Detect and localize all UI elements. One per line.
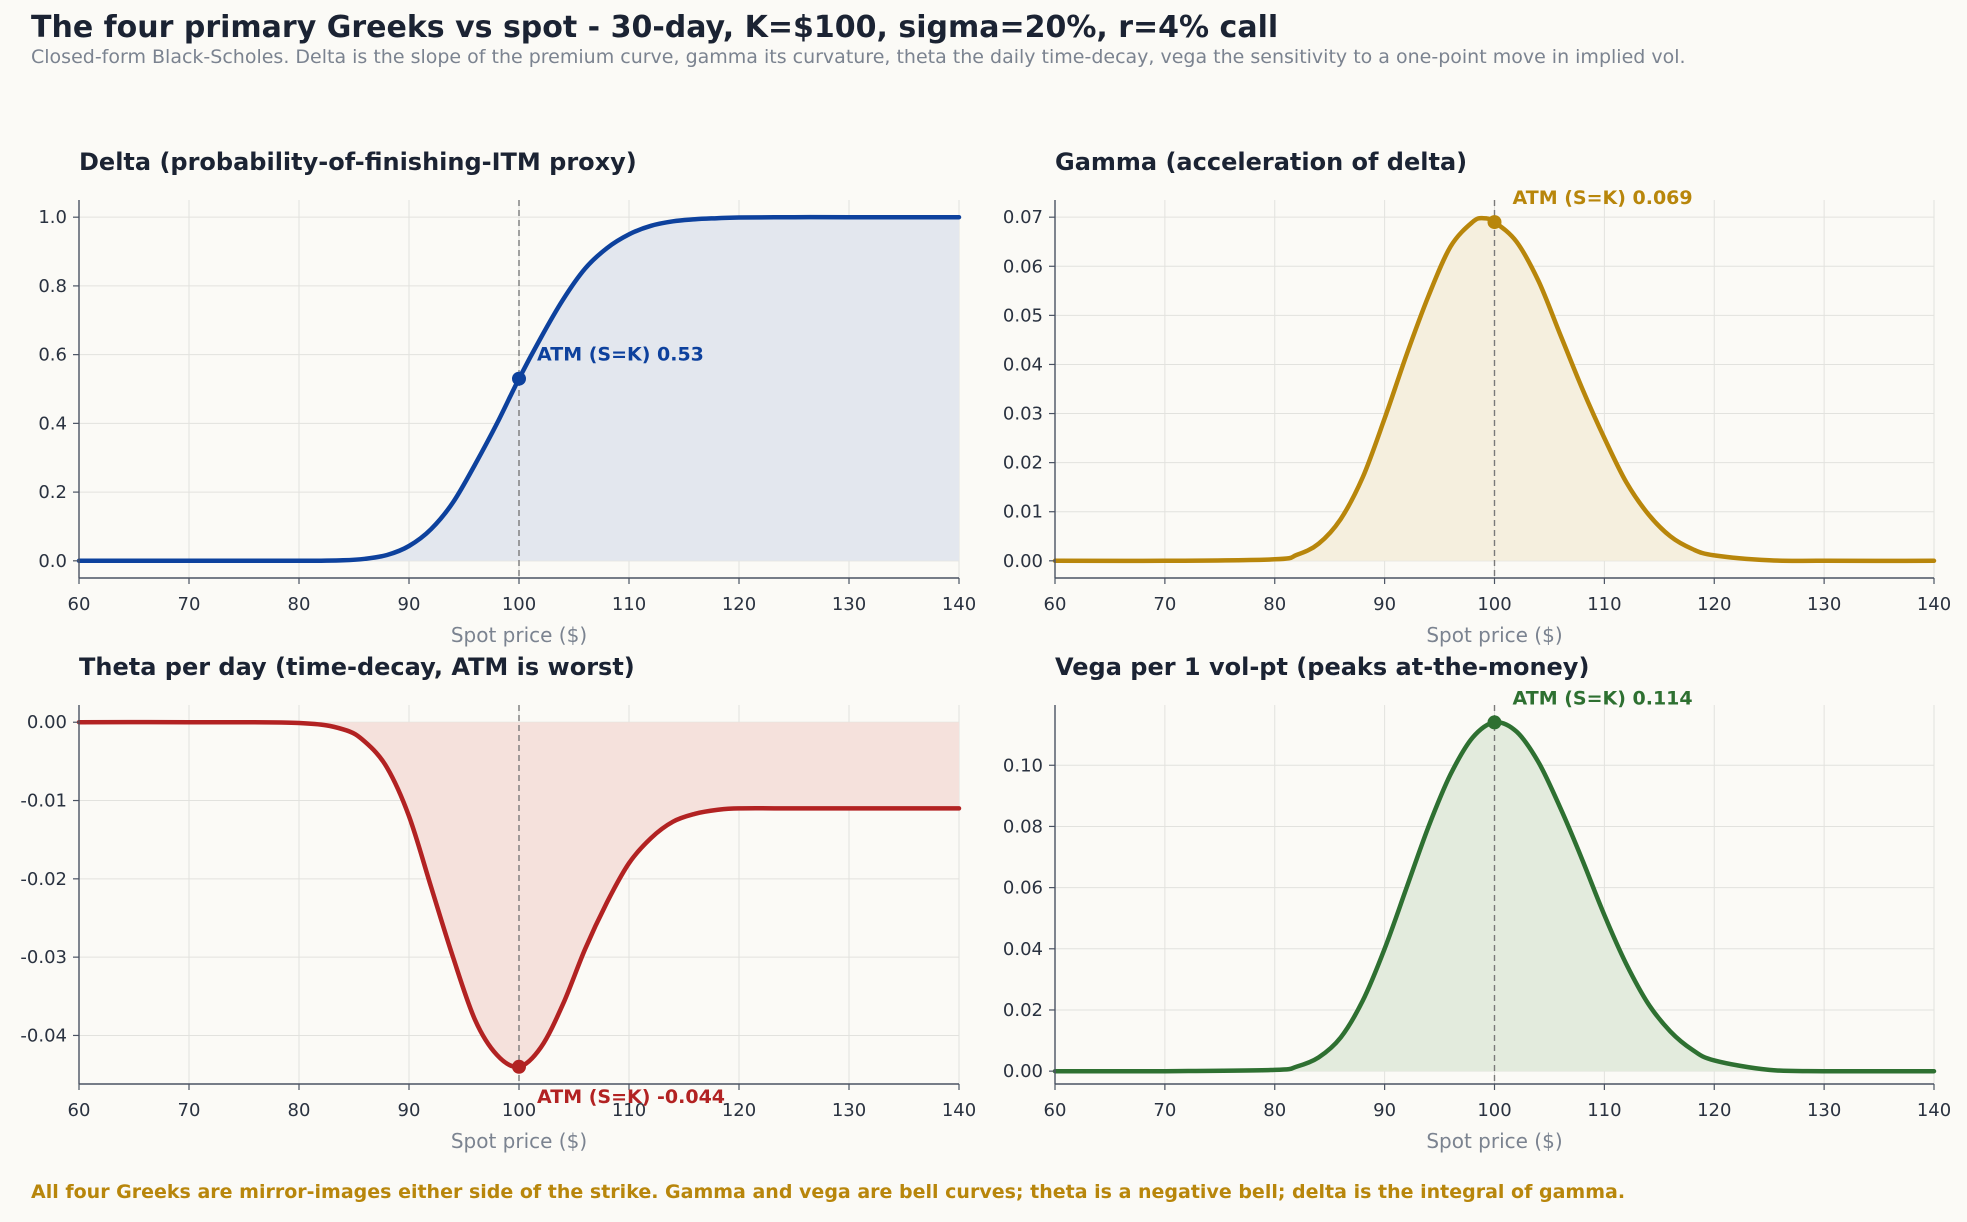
theta-y-tick-label: -0.01 [20,791,67,812]
delta-panel-title: Delta (probability-of-finishing-ITM prox… [79,148,637,176]
delta-panel: 60 70 80 90 100 110 120 130 140 0.0 0.2 0.4 0.6 0.8 1.… [38,148,976,647]
vega-x-tick-label: 100 [1477,1100,1511,1121]
gamma-y-tick-label: 0.07 [1003,207,1043,228]
gamma-x-tick-label: 110 [1587,594,1621,615]
vega-y-tick-label: 0.10 [1003,755,1043,776]
delta-atm-label: ATM (S=K) 0.53 [537,344,704,366]
vega-x-tick-label: 70 [1153,1100,1176,1121]
delta-x-tick-label: 100 [502,594,536,615]
delta-y-tick-label: 0.2 [38,482,67,503]
gamma-x-axis-label: Spot price ($) [1426,623,1562,647]
theta-x-tick-label: 120 [722,1100,756,1121]
delta-curve [76,214,962,564]
gamma-y-tick-label: 0.01 [1003,502,1043,523]
theta-y-tick-label: -0.03 [20,947,67,968]
vega-x-tick-label: 90 [1373,1100,1396,1121]
vega-x-tick-label: 140 [1917,1100,1951,1121]
vega-x-axis-label: Spot price ($) [1426,1129,1562,1153]
theta-y-tick-label: 0.00 [27,712,67,733]
vega-y-tick-label: 0.04 [1003,939,1043,960]
vega-atm-label: ATM (S=K) 0.114 [1513,687,1693,709]
delta-x-tick-label: 90 [398,594,421,615]
gamma-y-tick-label: 0.06 [1003,256,1043,277]
delta-x-tick-label: 110 [612,594,646,615]
theta-x-tick-label: 70 [178,1100,201,1121]
theta-panel: 60 70 80 90 100 110 120 130 140 0.00 -0.01 -0.02 -0.… [20,653,976,1153]
theta-atm-label: ATM (S=K) -0.044 [537,1086,725,1108]
gamma-x-tick-label: 120 [1697,594,1731,615]
gamma-panel: 60 70 80 90 100 110 120 130 140 0.00 0.01 0.02 0.03 0… [1003,148,1951,647]
theta-x-axis-label: Spot price ($) [451,1129,587,1153]
delta-y-tick-label: 1.0 [38,207,67,228]
delta-y-tick-label: 0.0 [38,551,67,572]
vega-x-tick-label: 80 [1263,1100,1286,1121]
delta-x-axis-label: Spot price ($) [451,623,587,647]
delta-x-tick-label: 140 [942,594,976,615]
delta-x-tick-label: 130 [832,594,866,615]
theta-x-tick-label: 90 [398,1100,421,1121]
vega-x-tick-label: 120 [1697,1100,1731,1121]
gamma-y-tick-label: 0.04 [1003,354,1043,375]
vega-y-tick-label: 0.02 [1003,1000,1043,1021]
gamma-y-tick-label: 0.00 [1003,551,1043,572]
gamma-x-tick-label: 80 [1263,594,1286,615]
delta-x-tick-label: 80 [288,594,311,615]
vega-panel-title: Vega per 1 vol-pt (peaks at-the-money) [1055,653,1589,681]
theta-x-tick-label: 110 [612,1100,646,1121]
gamma-area-fill [1055,218,1934,561]
delta-y-tick-label: 0.4 [38,413,67,434]
gamma-x-tick-label: 100 [1477,594,1511,615]
page-subtitle: Closed-form Black-Scholes. Delta is the … [31,46,1686,68]
gamma-x-tick-label: 130 [1807,594,1841,615]
theta-x-tick-label: 100 [502,1100,536,1121]
delta-x-tick-label: 60 [68,594,91,615]
gamma-atm-label: ATM (S=K) 0.069 [1513,187,1693,209]
vega-x-tick-label: 130 [1807,1100,1841,1121]
theta-x-tick-label: 130 [832,1100,866,1121]
delta-y-tick-label: 0.8 [38,276,67,297]
vega-x-tick-label: 60 [1044,1100,1067,1121]
delta-area-fill [79,217,959,561]
gamma-y-tick-label: 0.03 [1003,404,1043,425]
gamma-x-tick-label: 140 [1917,594,1951,615]
delta-atm-marker [512,371,526,386]
gamma-x-tick-label: 60 [1044,594,1067,615]
gamma-atm-marker [1487,215,1502,230]
gamma-x-tick-label: 90 [1373,594,1396,615]
gamma-y-tick-label: 0.02 [1003,453,1043,474]
vega-y-tick-label: 0.06 [1003,878,1043,899]
theta-y-tick-label: -0.02 [20,869,67,890]
delta-x-tick-label: 70 [178,594,201,615]
gamma-y-tick-label: 0.05 [1003,305,1043,326]
vega-y-tick-label: 0.08 [1003,816,1043,837]
theta-panel-title: Theta per day (time-decay, ATM is worst) [79,653,635,681]
vega-x-tick-label: 110 [1587,1100,1621,1121]
theta-x-tick-label: 140 [942,1100,976,1121]
gamma-x-tick-label: 70 [1153,594,1176,615]
delta-x-tick-label: 120 [722,594,756,615]
vega-atm-marker [1487,715,1502,730]
delta-y-tick-label: 0.6 [38,345,67,366]
page-title: The four primary Greeks vs spot - 30-day… [31,10,1279,45]
theta-atm-marker [512,1059,526,1074]
vega-panel: 60 70 80 90 100 110 120 130 140 0.00 0.02 0.04 0.06 0… [1003,653,1951,1153]
gamma-panel-title: Gamma (acceleration of delta) [1055,148,1467,176]
theta-x-tick-label: 80 [288,1100,311,1121]
theta-curve [76,719,962,1070]
footnote: All four Greeks are mirror-images either… [31,1181,1626,1203]
theta-x-tick-label: 60 [68,1100,91,1121]
theta-y-tick-label: -0.04 [20,1025,67,1046]
vega-y-tick-label: 0.00 [1003,1061,1043,1082]
